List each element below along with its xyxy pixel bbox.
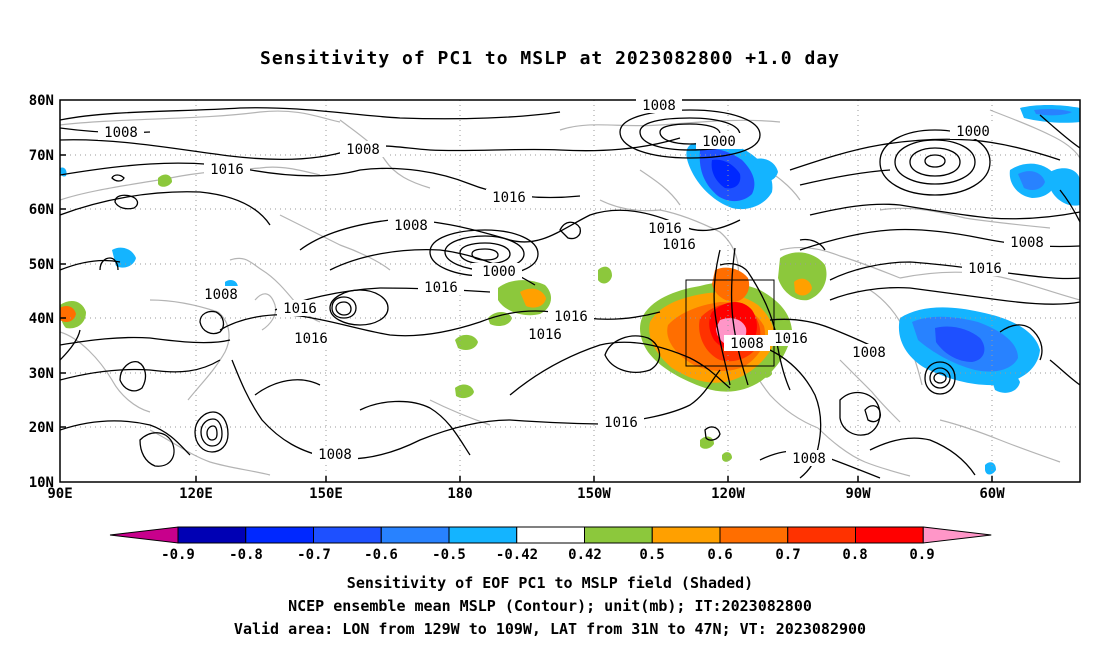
- lat-label: 60N: [29, 202, 54, 218]
- colorbar-label: 0.8: [842, 547, 867, 563]
- coastlines: [60, 109, 1080, 477]
- colorbar-cell: [651, 526, 721, 544]
- contour-label: 1016: [210, 162, 244, 178]
- colorbar-label: -0.5: [432, 547, 466, 563]
- contour-label: 1016: [554, 309, 588, 325]
- colorbar-label: -0.6: [364, 547, 398, 563]
- contour-label: 1008: [318, 447, 352, 463]
- colorbar-cell: [380, 526, 450, 544]
- contour-labels: 1008 1008 1016 1008 1000 1008 1016 1016 …: [98, 97, 1050, 467]
- contour-label: 1016: [283, 301, 317, 317]
- lat-label: 10N: [29, 475, 54, 491]
- caption-line-3: Valid area: LON from 129W to 109W, LAT f…: [233, 620, 867, 638]
- plot-border: [59, 99, 1081, 483]
- contour-label: 1000: [702, 134, 736, 150]
- colorbar-label: -0.42: [496, 547, 538, 563]
- lat-label: 20N: [29, 420, 54, 436]
- colorbar: -0.9 -0.8 -0.7 -0.6 -0.5 -0.42 0.42 0.5 …: [109, 526, 992, 563]
- contour-label: 1008: [394, 218, 428, 234]
- contour-label: 1008: [346, 142, 380, 158]
- colorbar-label: 0.9: [909, 547, 934, 563]
- lat-labels: 80N 70N 60N 50N 40N 30N 20N 10N: [29, 93, 54, 491]
- lon-label: 180: [447, 486, 472, 502]
- lon-label: 150W: [577, 486, 611, 502]
- contour-label: 1008: [792, 451, 826, 467]
- caption-line-2: NCEP ensemble mean MSLP (Contour); unit(…: [288, 597, 812, 615]
- caption-line-1: Sensitivity of EOF PC1 to MSLP field (Sh…: [346, 574, 754, 592]
- lon-labels: 90E 120E 150E 180 150W 120W 90W 60W: [47, 486, 1005, 502]
- colorbar-cell: [313, 526, 382, 544]
- colorbar-cell: [516, 526, 585, 544]
- contour-label: 1000: [956, 124, 990, 140]
- colorbar-label: 0.7: [775, 547, 800, 563]
- colorbar-cell: [584, 526, 653, 544]
- contour-label: 1008: [730, 336, 764, 352]
- lon-label: 60W: [979, 486, 1005, 502]
- lat-label: 30N: [29, 366, 54, 382]
- contour-label: 1016: [774, 331, 808, 347]
- colorbar-label: 0.5: [639, 547, 664, 563]
- contour-label: 1016: [968, 261, 1002, 277]
- contour-label: 1016: [528, 327, 562, 343]
- colorbar-cells: [109, 526, 992, 544]
- lon-label: 90W: [845, 486, 871, 502]
- colorbar-label: -0.8: [229, 547, 263, 563]
- colorbar-cell: [855, 526, 924, 544]
- colorbar-label: -0.9: [161, 547, 195, 563]
- contour-label: 1016: [492, 190, 526, 206]
- lat-label: 80N: [29, 93, 54, 109]
- contour-label: 1016: [424, 280, 458, 296]
- lon-label: 120E: [179, 486, 213, 502]
- colorbar-cell: [719, 526, 789, 544]
- contour-label: 1016: [662, 237, 696, 253]
- colorbar-cell: [177, 526, 247, 544]
- sensitivity-shading: [60, 105, 1080, 475]
- axis-ticks: [60, 154, 993, 482]
- lon-label: 120W: [711, 486, 745, 502]
- lat-label: 40N: [29, 311, 54, 327]
- contour-label: 1008: [104, 125, 138, 141]
- valid-area-box: [685, 279, 775, 367]
- contour-label: 1016: [604, 415, 638, 431]
- contour-label: 1016: [294, 331, 328, 347]
- colorbar-cell: [787, 526, 856, 544]
- contour-label: 1000: [482, 264, 516, 280]
- colorbar-cell: [922, 526, 992, 544]
- contour-label: 1008: [852, 345, 886, 361]
- mslp-contours: [60, 107, 1080, 479]
- contour-label: 1008: [204, 287, 238, 303]
- colorbar-cell: [448, 526, 518, 544]
- colorbar-labels: -0.9 -0.8 -0.7 -0.6 -0.5 -0.42 0.42 0.5 …: [161, 547, 935, 563]
- contour-label: 1008: [642, 98, 676, 114]
- colorbar-cell: [245, 526, 314, 544]
- contour-label: 1016: [648, 221, 682, 237]
- colorbar-cell: [109, 526, 179, 544]
- lat-label: 70N: [29, 148, 54, 164]
- lat-label: 50N: [29, 257, 54, 273]
- map-title: Sensitivity of PC1 to MSLP at 2023082800…: [259, 48, 840, 69]
- colorbar-label: 0.42: [568, 547, 602, 563]
- lon-label: 90E: [47, 486, 72, 502]
- colorbar-label: 0.6: [707, 547, 732, 563]
- lon-label: 150E: [309, 486, 343, 502]
- contour-label: 1008: [1010, 235, 1044, 251]
- colorbar-label: -0.7: [297, 547, 331, 563]
